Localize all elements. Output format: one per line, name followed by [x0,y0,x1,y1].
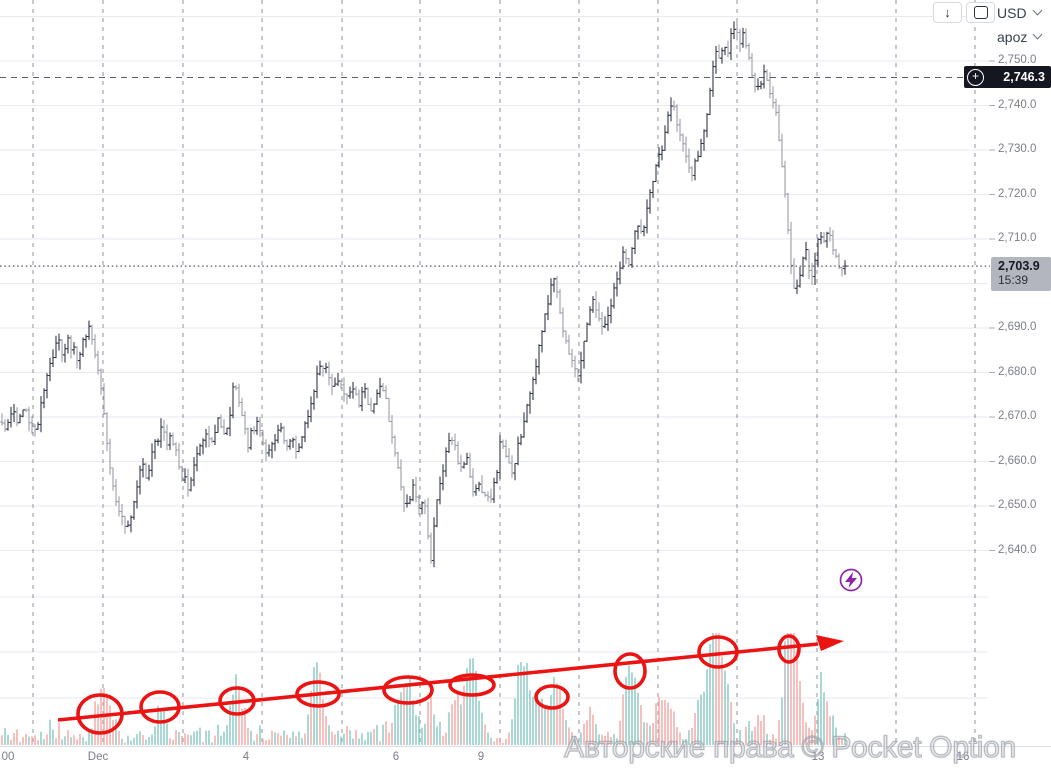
time-tick-label: Dec [87,751,109,763]
price-tick-label: 2,670.0 [998,410,1037,422]
time-tick-label: 9 [477,751,485,763]
gridlines [0,0,988,745]
time-tick-label: 6 [392,751,400,763]
current-price-label: 2,703.9 15:39 [991,257,1051,291]
price-tick-label: 2,710.0 [998,232,1037,244]
volume-bars-gray [538,633,789,745]
plus-circle-icon [967,68,984,86]
price-tick-label: 2,690.0 [998,321,1037,333]
frame-button[interactable] [966,2,995,23]
current-price-value: 2,703.9 [998,259,1040,273]
price-bars-up [6,21,847,568]
chevron-down-icon [1032,5,1043,16]
circle-annotation [382,675,434,705]
scroll-to-latest-button[interactable]: ↓ [933,2,962,23]
price-axis[interactable]: 2,750.0 2,740.0 2,730.0 2,720.0 2,710.0 2,690… [989,0,1051,746]
time-tick-label: 00 [1,751,15,763]
price-tick-label: 2,730.0 [998,143,1037,155]
price-tick-label: 2,750.0 [998,54,1037,66]
circle-annotation [448,673,496,697]
price-tick-label: 2,680.0 [998,366,1037,378]
currency-dropdown[interactable]: USD [995,2,1043,23]
time-tick-label: 13 [811,751,825,763]
trend-line-annotation [57,642,819,722]
time-axis[interactable]: 00 Dec 4 6 9 13 16 [0,746,1051,768]
circle-annotation [613,652,647,690]
price-tick-label: 2,740.0 [998,99,1037,111]
current-price-time: 15:39 [998,273,1029,287]
arrow-down-icon: ↓ [944,5,951,20]
frame-icon [973,6,988,19]
lightning-icon [845,572,857,588]
price-bars-down [0,21,844,564]
time-tick-label: 16 [956,751,970,763]
header-controls: ↓ USD apoz [928,0,1051,52]
volume-bars-teal [4,633,846,745]
symbol-dropdown-label: apoz [997,28,1028,45]
circle-annotation [534,684,570,710]
circle-annotation [295,680,341,708]
price-tick-label: 2,650.0 [998,499,1037,511]
alert-price-value: 2,746.3 [1003,70,1045,84]
alert-price-label[interactable]: 2,746.3 [964,66,1051,88]
arrow-head-icon [816,635,844,651]
quick-trade-lightning-button[interactable] [839,568,863,592]
time-tick-label: 4 [242,751,250,763]
symbol-dropdown[interactable]: apoz [995,26,1043,47]
drawing-annotations[interactable] [57,634,844,735]
currency-dropdown-label: USD [997,4,1027,21]
price-tick-label: 2,660.0 [998,455,1037,467]
price-tick-label: 2,720.0 [998,188,1037,200]
price-tick-label: 2,640.0 [998,544,1037,556]
volume-bars-red [1,633,843,745]
chevron-down-icon [1032,29,1043,40]
